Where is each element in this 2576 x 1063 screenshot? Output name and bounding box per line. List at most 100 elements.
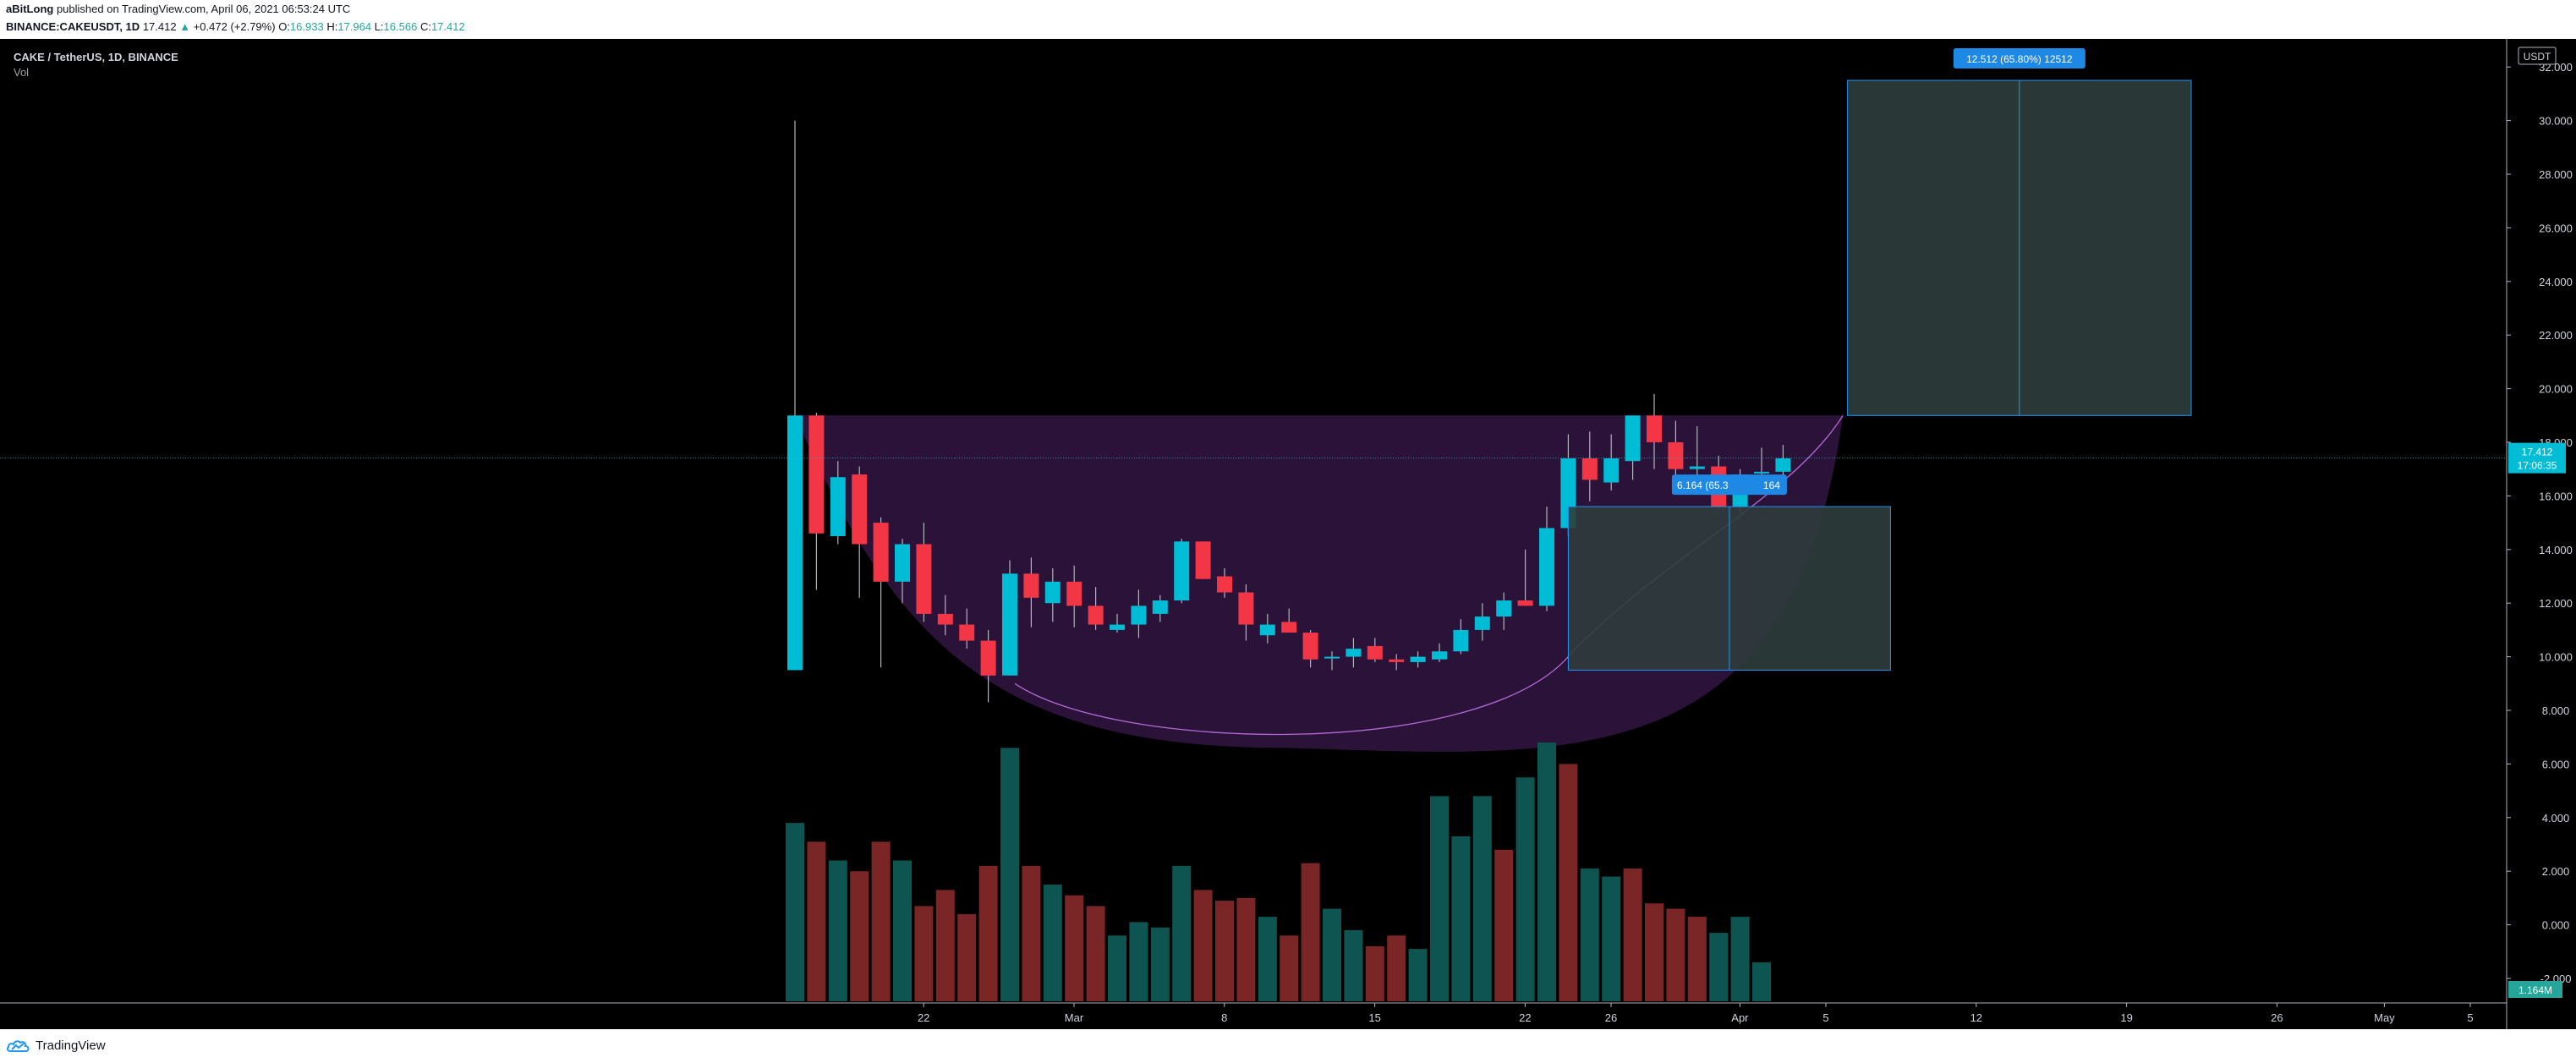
price-tick-label: 26.000 xyxy=(2539,222,2573,234)
candle-body xyxy=(1432,651,1447,660)
axes-layer: 32.00030.00028.00026.00024.00022.00020.0… xyxy=(0,39,2573,1029)
price-line-label: 17.412 xyxy=(2522,447,2553,458)
time-tick-label: 26 xyxy=(2271,1011,2283,1024)
price-tick-label: 12.000 xyxy=(2539,597,2573,610)
candle-body xyxy=(1002,573,1017,676)
candle-body xyxy=(1603,458,1620,483)
price-line-badge xyxy=(2508,442,2566,474)
time-tick-label: 5 xyxy=(2467,1011,2473,1024)
volume-bar xyxy=(1172,865,1192,1001)
volume-bar xyxy=(871,841,891,1001)
price-tick-label: 10.000 xyxy=(2539,651,2573,664)
author-name[interactable]: aBitLong xyxy=(6,3,54,15)
high-label: H: xyxy=(326,20,338,33)
volume-bar xyxy=(1666,908,1685,1001)
measure-large-label-bg xyxy=(1953,48,2085,69)
candle-body xyxy=(1217,576,1232,593)
volume-legend: Vol xyxy=(14,66,29,79)
volume-bar xyxy=(1602,876,1621,1001)
time-tick-label: 5 xyxy=(1822,1011,1828,1024)
candle-body xyxy=(1174,541,1190,601)
volume-bar xyxy=(1193,890,1213,1001)
candle-body xyxy=(1152,600,1168,614)
time-tick-label: Mar xyxy=(1065,1011,1084,1024)
close-value: 17.412 xyxy=(430,20,465,33)
price-tick-label: 4.000 xyxy=(2542,812,2570,825)
volume-bar xyxy=(1150,927,1170,1001)
volume-bar xyxy=(1043,885,1062,1001)
measure-large-label: 12.512 (65.80%) 12512 xyxy=(1966,53,2073,65)
candle-body xyxy=(1110,624,1125,630)
candle-body xyxy=(1066,581,1082,606)
open-value: 16.933 xyxy=(289,20,324,33)
candle-body xyxy=(1023,573,1039,598)
symbol-label: BINANCE:CAKEUSDT, 1D xyxy=(6,20,140,33)
tradingview-logo[interactable]: TradingView xyxy=(7,1038,106,1053)
low-value: 16.566 xyxy=(383,20,418,33)
candle-body xyxy=(787,415,803,671)
volume-bar xyxy=(1451,836,1471,1001)
volume-bar xyxy=(1494,849,1514,1001)
candle-body xyxy=(1689,466,1705,469)
volume-bar xyxy=(1022,865,1041,1001)
volume-bar xyxy=(1323,908,1341,1001)
price-line-countdown: 17:06:35 xyxy=(2518,460,2557,472)
volume-bar xyxy=(1108,935,1126,1001)
candle-body xyxy=(1668,442,1684,469)
chart-footer: TradingView xyxy=(0,1029,2576,1063)
volume-bar xyxy=(850,871,869,1001)
candle-body xyxy=(1238,592,1254,625)
price-change: +0.472 (+2.79%) xyxy=(193,20,276,33)
candle-body xyxy=(1302,633,1318,660)
volume-bar xyxy=(1086,906,1105,1001)
price-tick-label: 6.000 xyxy=(2542,758,2570,770)
price-tick-label: 20.000 xyxy=(2539,383,2573,396)
volume-bar xyxy=(1280,935,1299,1001)
volume-bar xyxy=(1709,933,1729,1001)
high-value: 17.964 xyxy=(337,20,372,33)
price-tick-label: 28.000 xyxy=(2539,168,2573,181)
price-tick-label: 22.000 xyxy=(2539,329,2573,342)
candle-body xyxy=(1410,656,1426,662)
candle-body xyxy=(1324,656,1340,659)
time-tick-label: Apr xyxy=(1731,1011,1749,1024)
volume-bar xyxy=(1000,748,1019,1001)
currency-badge xyxy=(2518,47,2557,65)
volume-bar xyxy=(1301,863,1320,1001)
volume-bar xyxy=(1258,917,1277,1001)
candle-body xyxy=(1517,600,1533,606)
time-tick-label: 15 xyxy=(1368,1011,1380,1024)
currency-label: USDT xyxy=(2524,51,2551,63)
volume-bar xyxy=(935,890,955,1001)
price-tick-label: 24.000 xyxy=(2539,276,2573,288)
tradingview-brand: TradingView xyxy=(36,1038,106,1053)
candle-body xyxy=(1474,616,1490,630)
time-tick-label: 19 xyxy=(2120,1011,2132,1024)
price-tick-label: 8.000 xyxy=(2542,704,2570,717)
candle-body xyxy=(895,544,910,582)
measure-layer: 12.512 (65.80%) 12512 6.164 (65.3 164 xyxy=(1567,48,2192,671)
volume-bar xyxy=(828,860,847,1001)
candle-body xyxy=(916,544,932,614)
low-label: L: xyxy=(374,20,384,33)
candle-body xyxy=(959,624,975,641)
volume-bar xyxy=(1365,945,1384,1001)
time-tick-label: 8 xyxy=(1221,1011,1227,1024)
time-tick-label: 22 xyxy=(1519,1011,1531,1024)
volume-bar xyxy=(893,860,912,1001)
price-tick-label: 2.000 xyxy=(2542,865,2570,878)
volume-bar xyxy=(1645,903,1663,1001)
price-tick-label: 0.000 xyxy=(2542,919,2570,932)
last-price: 17.412 xyxy=(142,20,177,33)
price-tick-label: 30.000 xyxy=(2539,115,2573,128)
candle-body xyxy=(873,523,889,582)
tradingview-cloud-icon xyxy=(7,1040,30,1052)
candle-body xyxy=(1367,645,1383,660)
candle-body xyxy=(1581,458,1598,480)
volume-bar xyxy=(1344,929,1363,1001)
measure-small-label-prefix: 6.164 (65.3 xyxy=(1677,479,1729,491)
volume-bar xyxy=(1065,895,1084,1001)
volume-bar xyxy=(1236,897,1256,1001)
price-tick-label: 14.000 xyxy=(2539,544,2573,556)
